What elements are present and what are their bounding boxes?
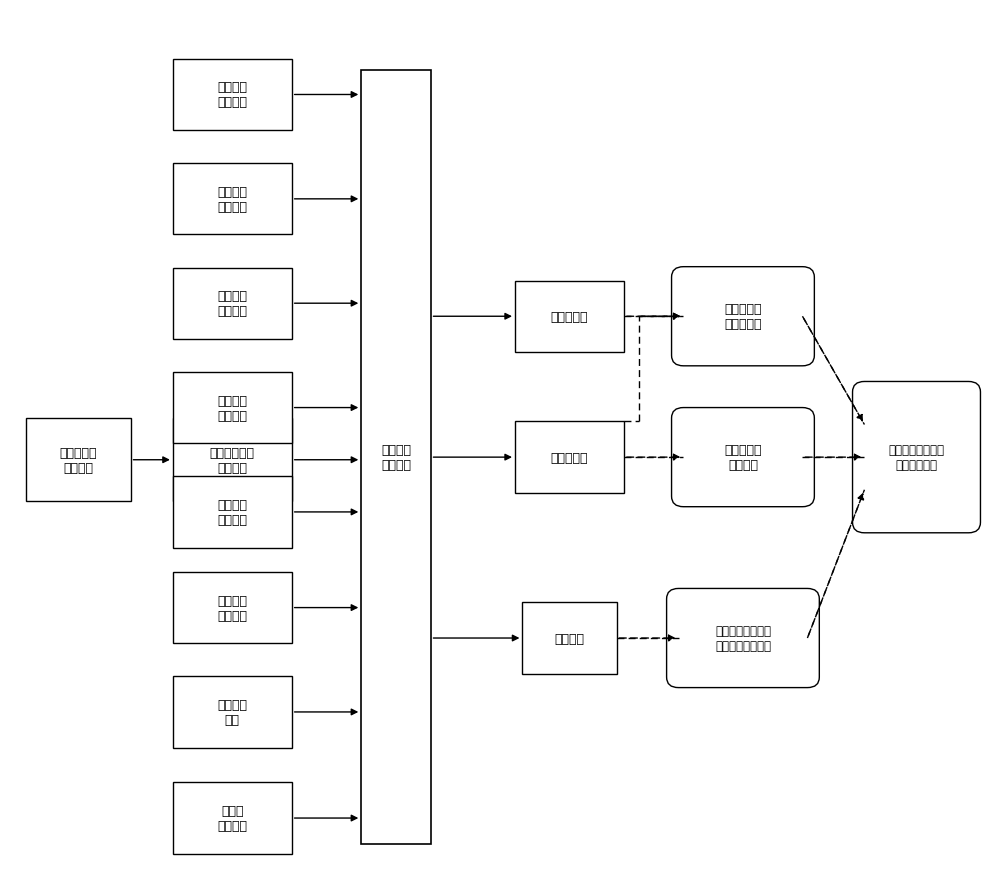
FancyBboxPatch shape	[853, 382, 980, 533]
Text: 功率协调
控制模块: 功率协调 控制模块	[381, 444, 411, 472]
FancyBboxPatch shape	[173, 782, 292, 853]
FancyBboxPatch shape	[672, 408, 814, 507]
Text: 增大桨距角减小风
机捕获的机械功率: 增大桨距角减小风 机捕获的机械功率	[715, 624, 771, 652]
FancyBboxPatch shape	[515, 282, 624, 353]
Text: 对电网提供
动态无功: 对电网提供 动态无功	[724, 444, 762, 472]
FancyBboxPatch shape	[667, 588, 819, 688]
Text: 发电机转速
测量模块: 发电机转速 测量模块	[60, 446, 97, 474]
FancyBboxPatch shape	[26, 419, 131, 502]
FancyBboxPatch shape	[672, 267, 814, 367]
FancyBboxPatch shape	[173, 477, 292, 548]
Text: 机端电压
测量模块: 机端电压 测量模块	[217, 186, 247, 214]
Text: 最大功率追踪
控制模块: 最大功率追踪 控制模块	[210, 446, 255, 474]
FancyBboxPatch shape	[361, 71, 431, 845]
Text: 网侧功率
测量模块: 网侧功率 测量模块	[217, 594, 247, 622]
FancyBboxPatch shape	[522, 602, 617, 674]
FancyBboxPatch shape	[173, 373, 292, 444]
Text: 桨距角
测量模块: 桨距角 测量模块	[217, 804, 247, 832]
FancyBboxPatch shape	[173, 164, 292, 235]
Text: 直流电压
测量模块: 直流电压 测量模块	[217, 82, 247, 110]
Text: 保持直流环
节功率平衡: 保持直流环 节功率平衡	[724, 303, 762, 331]
FancyBboxPatch shape	[173, 268, 292, 339]
FancyBboxPatch shape	[173, 419, 292, 502]
FancyBboxPatch shape	[173, 676, 292, 748]
Text: 风速测量
模块: 风速测量 模块	[217, 698, 247, 726]
Text: 机端电流
测量模块: 机端电流 测量模块	[217, 290, 247, 317]
FancyBboxPatch shape	[515, 422, 624, 493]
Text: 网侧变流器: 网侧变流器	[551, 451, 588, 464]
FancyBboxPatch shape	[173, 573, 292, 644]
Text: 变桨系统: 变桨系统	[554, 631, 584, 645]
Text: 网侧电压
测量模块: 网侧电压 测量模块	[217, 394, 247, 422]
Text: 网侧电流
测量模块: 网侧电流 测量模块	[217, 498, 247, 526]
FancyBboxPatch shape	[173, 60, 292, 131]
Text: 提高直驱风机的低
电压穿越能力: 提高直驱风机的低 电压穿越能力	[889, 444, 945, 472]
Text: 机侧变流器: 机侧变流器	[551, 310, 588, 324]
